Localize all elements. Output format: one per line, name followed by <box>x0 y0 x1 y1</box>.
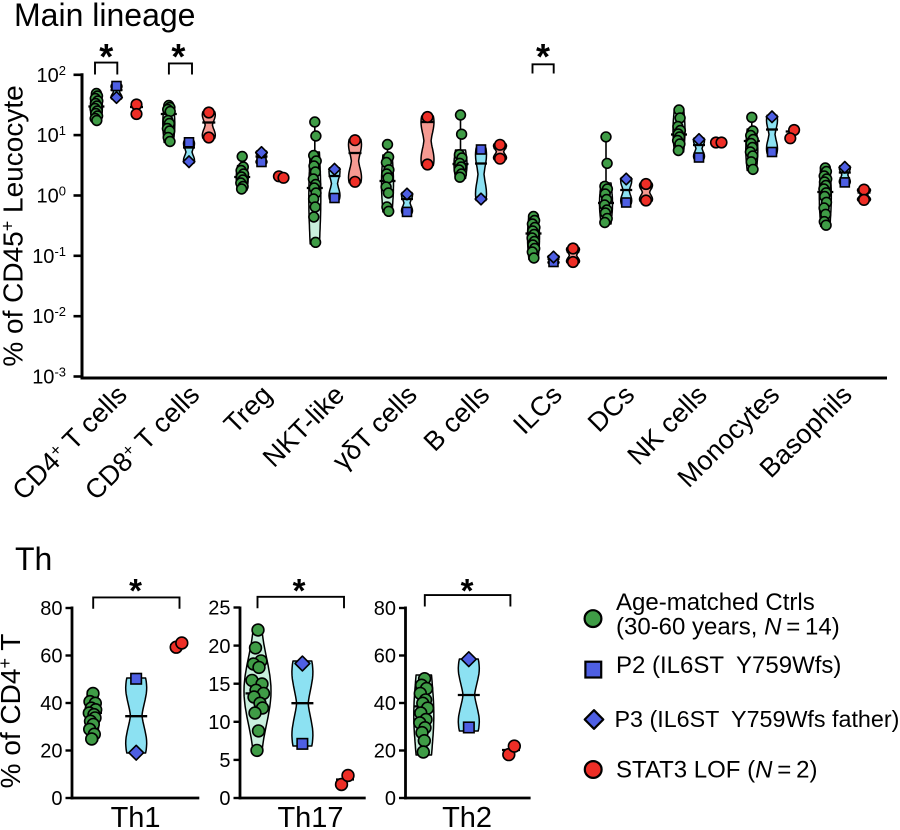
svg-text:*: * <box>171 36 185 77</box>
svg-text:20: 20 <box>374 741 396 763</box>
svg-text:*: * <box>293 572 306 609</box>
svg-text:80: 80 <box>374 598 396 620</box>
svg-text:0: 0 <box>385 788 396 810</box>
svg-text:Th17: Th17 <box>277 802 343 830</box>
svg-text:STAT3 LOF (N = 2): STAT3 LOF (N = 2) <box>616 757 817 784</box>
svg-text:P2 (IL6ST Y759Wfs): P2 (IL6ST Y759Wfs) <box>616 652 841 679</box>
svg-text:40: 40 <box>40 693 62 715</box>
svg-text:0: 0 <box>51 788 62 810</box>
svg-text:(30-60 years, N = 14): (30-60 years, N = 14) <box>616 613 840 640</box>
svg-text:0: 0 <box>219 788 230 810</box>
svg-text:*: * <box>129 572 142 609</box>
svg-text:Age-matched Ctrls: Age-matched Ctrls <box>616 589 815 616</box>
svg-text:5: 5 <box>219 750 230 772</box>
svg-text:P3 (IL6ST Y759Wfs father): P3 (IL6ST Y759Wfs father) <box>615 706 900 732</box>
svg-text:60: 60 <box>40 646 62 668</box>
svg-text:Th2: Th2 <box>442 802 492 830</box>
svg-text:*: * <box>536 36 550 77</box>
svg-text:15: 15 <box>208 674 230 696</box>
svg-text:10: 10 <box>208 712 230 734</box>
svg-text:*: * <box>461 572 474 609</box>
svg-text:Main lineage: Main lineage <box>14 0 195 33</box>
svg-text:20: 20 <box>208 636 230 658</box>
svg-text:% of CD4+ T: % of CD4+ T <box>0 634 26 789</box>
svg-text:Th1: Th1 <box>111 802 161 830</box>
svg-text:*: * <box>99 36 113 77</box>
svg-text:Th: Th <box>15 541 52 577</box>
svg-text:60: 60 <box>374 646 396 668</box>
svg-text:20: 20 <box>40 741 62 763</box>
svg-text:40: 40 <box>374 693 396 715</box>
svg-text:80: 80 <box>40 598 62 620</box>
svg-text:25: 25 <box>208 598 230 620</box>
